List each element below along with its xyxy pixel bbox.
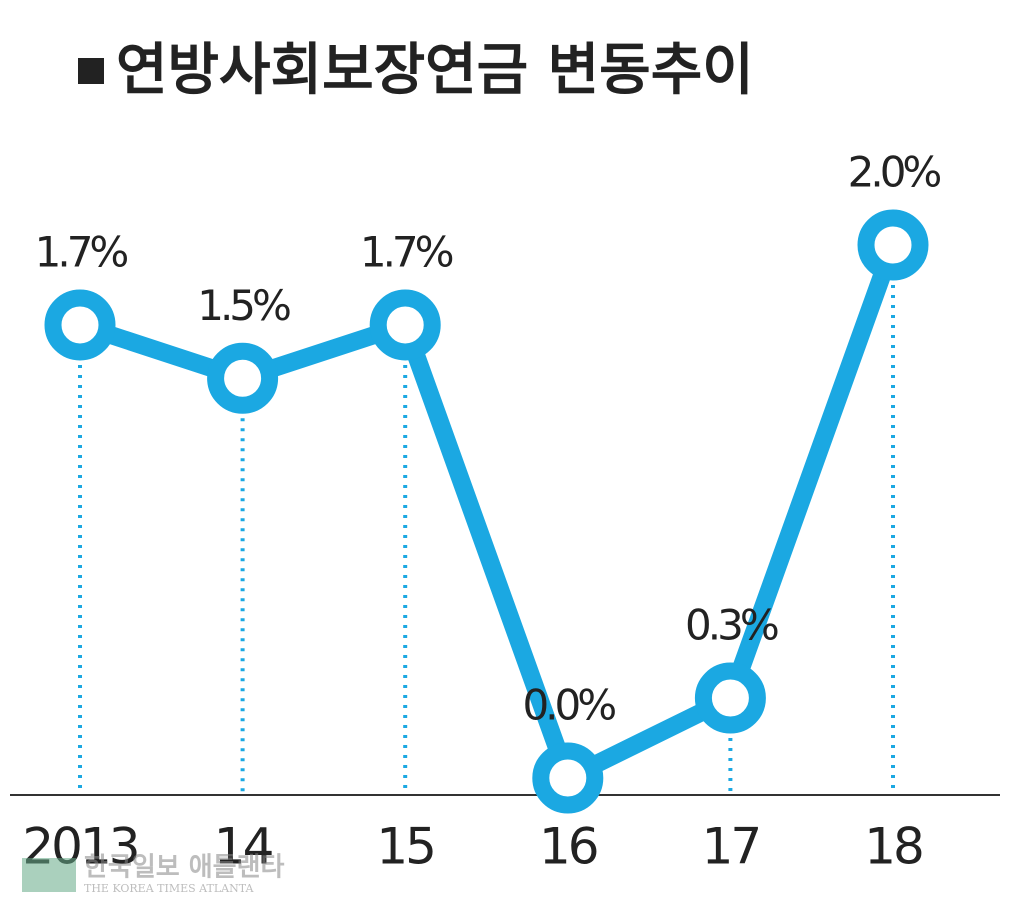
x-tick-label: 18 [864, 818, 922, 876]
point [532, 742, 604, 814]
x-tick-label: 17 [702, 818, 760, 876]
value-label: 0.3% [685, 601, 778, 650]
watermark: 한국일보 애틀랜타 THE KOREA TIMES ATLANTA [22, 853, 284, 895]
x-tick-label: 16 [539, 818, 597, 876]
point [694, 662, 766, 734]
chart-title: 연방사회보장연금 변동추이 [116, 38, 754, 103]
x-tick-label: 15 [376, 818, 434, 876]
point [207, 342, 279, 414]
value-label: 1.7% [35, 227, 128, 276]
title-bullet [78, 58, 104, 84]
watermark-title: 한국일보 애틀랜타 [84, 853, 284, 883]
watermark-logo [22, 858, 76, 892]
value-label: 1.5% [197, 281, 290, 330]
value-label: 1.7% [360, 227, 453, 276]
point [44, 289, 116, 361]
point [369, 289, 441, 361]
value-label: 0.0% [522, 681, 615, 730]
point [857, 209, 929, 281]
x-tick-label: 14 [214, 818, 272, 876]
value-label: 2.0% [848, 148, 941, 197]
watermark-subtitle: THE KOREA TIMES ATLANTA [84, 882, 254, 895]
